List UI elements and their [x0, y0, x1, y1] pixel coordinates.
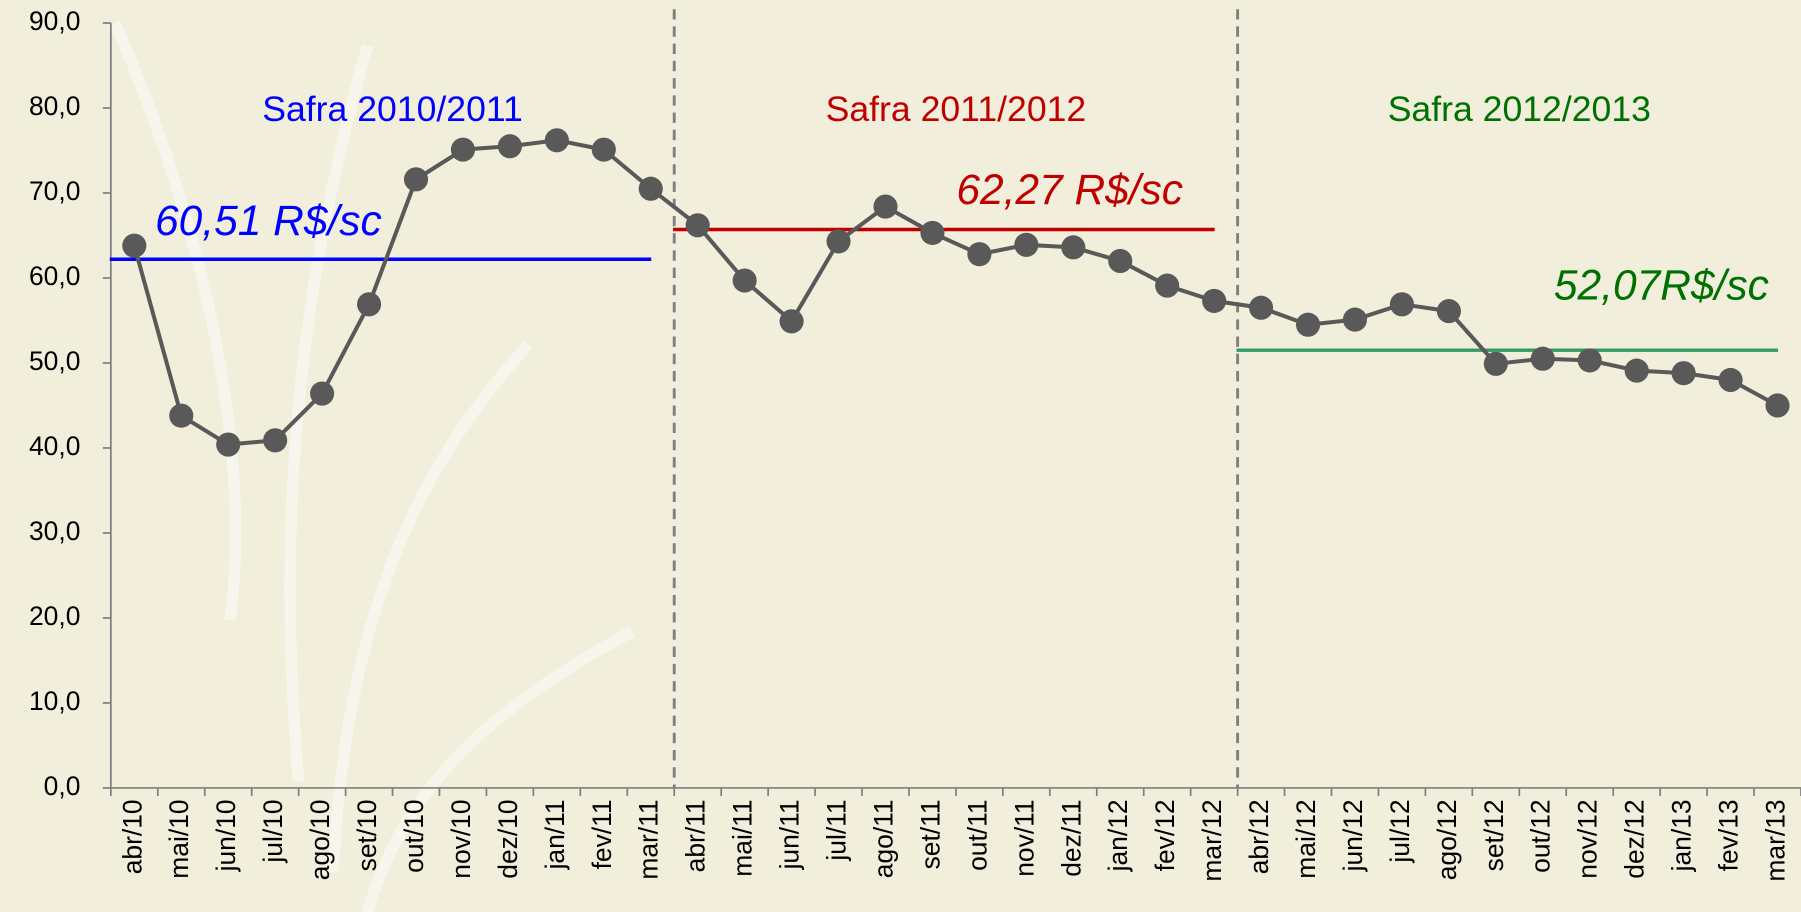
x-tick-label: mar/13 [1760, 799, 1790, 881]
data-point [1061, 235, 1085, 259]
data-point [686, 213, 710, 237]
x-tick-label: jan/13 [1667, 799, 1697, 872]
data-point [1014, 233, 1038, 257]
background [0, 0, 1801, 912]
x-tick-label: fev/11 [587, 799, 617, 869]
y-tick-label: 20,0 [29, 601, 80, 631]
data-point [1343, 308, 1367, 332]
x-tick-label: set/12 [1479, 799, 1509, 871]
data-point [1765, 393, 1789, 417]
x-tick-label: dez/10 [493, 799, 523, 878]
y-tick-label: 40,0 [29, 431, 80, 461]
chart: 0,0 10,0 20,0 30,0 40,0 50,0 60,0 70,0 80,0 90,0 a… [0, 0, 1801, 912]
x-tick-label: fev/12 [1150, 799, 1180, 871]
x-tick-label: jul/10 [258, 799, 288, 863]
data-point [498, 134, 522, 158]
x-tick-label: jan/12 [1103, 799, 1133, 872]
data-point [1672, 361, 1696, 385]
x-tick-label: jul/12 [1385, 799, 1415, 863]
x-tick-label: jun/10 [211, 799, 241, 872]
data-point [733, 268, 757, 292]
x-tick-label: dez/11 [1056, 799, 1086, 876]
x-tick-label: mar/12 [1197, 799, 1227, 881]
x-tick-label: jun/11 [775, 799, 805, 870]
data-point [1155, 274, 1179, 298]
data-point [310, 382, 334, 406]
y-tick-label: 30,0 [29, 516, 80, 546]
data-point [545, 128, 569, 152]
data-point [1108, 249, 1132, 273]
data-point [122, 234, 146, 258]
data-point [1625, 359, 1649, 383]
y-tick-label: 10,0 [29, 686, 80, 716]
data-point [1390, 292, 1414, 316]
data-point [780, 309, 804, 333]
data-point [1296, 313, 1320, 337]
data-point [1249, 296, 1273, 320]
x-tick-label: nov/10 [446, 799, 476, 878]
x-tick-label: mar/11 [634, 799, 664, 879]
x-tick-label: ago/11 [868, 799, 898, 878]
page: 0,0 10,0 20,0 30,0 40,0 50,0 60,0 70,0 80,0 90,0 a… [0, 0, 1801, 912]
x-tick-label: mai/10 [164, 799, 194, 878]
mean-label: 52,07R$/sc [1554, 263, 1769, 310]
x-tick-label: jan/11 [540, 799, 570, 870]
y-tick-label: 80,0 [29, 91, 80, 121]
data-point [592, 138, 616, 162]
x-tick-label: out/10 [399, 799, 429, 872]
data-point [967, 242, 991, 266]
data-point [451, 138, 475, 162]
data-point [920, 221, 944, 245]
period-title: Safra 2011/2012 [826, 89, 1087, 129]
x-tick-label: abr/12 [1244, 799, 1274, 874]
y-tick-label: 70,0 [29, 176, 80, 206]
x-tick-label: set/10 [352, 799, 382, 871]
period-title: Safra 2010/2011 [262, 89, 523, 129]
y-tick-label: 50,0 [29, 346, 80, 376]
x-tick-label: set/11 [915, 799, 945, 869]
y-tick-label: 0,0 [44, 771, 81, 801]
x-tick-label: dez/12 [1620, 799, 1650, 878]
x-tick-label: ago/12 [1432, 799, 1462, 880]
data-point [1531, 347, 1555, 371]
data-point [1578, 348, 1602, 372]
data-point [404, 167, 428, 191]
data-point [639, 177, 663, 201]
period-title: Safra 2012/2013 [1388, 89, 1651, 129]
y-tick-label: 60,0 [29, 261, 80, 291]
x-tick-label: jun/12 [1338, 799, 1368, 872]
x-tick-label: nov/12 [1573, 799, 1603, 878]
x-tick-label: out/11 [962, 799, 992, 870]
mean-label: 60,51 R$/sc [155, 198, 382, 245]
data-point [263, 428, 287, 452]
x-tick-label: abr/11 [681, 799, 711, 872]
data-point [1202, 289, 1226, 313]
x-tick-label: mai/12 [1291, 799, 1321, 878]
mean-label: 62,27 R$/sc [956, 167, 1183, 214]
x-tick-label: ago/10 [305, 799, 335, 880]
x-tick-label: fev/13 [1714, 799, 1744, 871]
data-point [216, 432, 240, 456]
x-tick-label: nov/11 [1009, 799, 1039, 876]
data-point [1437, 299, 1461, 323]
y-tick-label: 90,0 [29, 6, 80, 36]
data-point [1484, 352, 1508, 376]
data-point [826, 229, 850, 253]
data-point [873, 195, 897, 219]
data-point [1719, 368, 1743, 392]
data-point [169, 404, 193, 428]
x-tick-label: mai/11 [728, 799, 758, 876]
x-tick-label: jul/11 [822, 799, 852, 861]
data-point [357, 292, 381, 316]
x-tick-label: out/12 [1526, 799, 1556, 872]
x-tick-label: abr/10 [117, 799, 147, 874]
